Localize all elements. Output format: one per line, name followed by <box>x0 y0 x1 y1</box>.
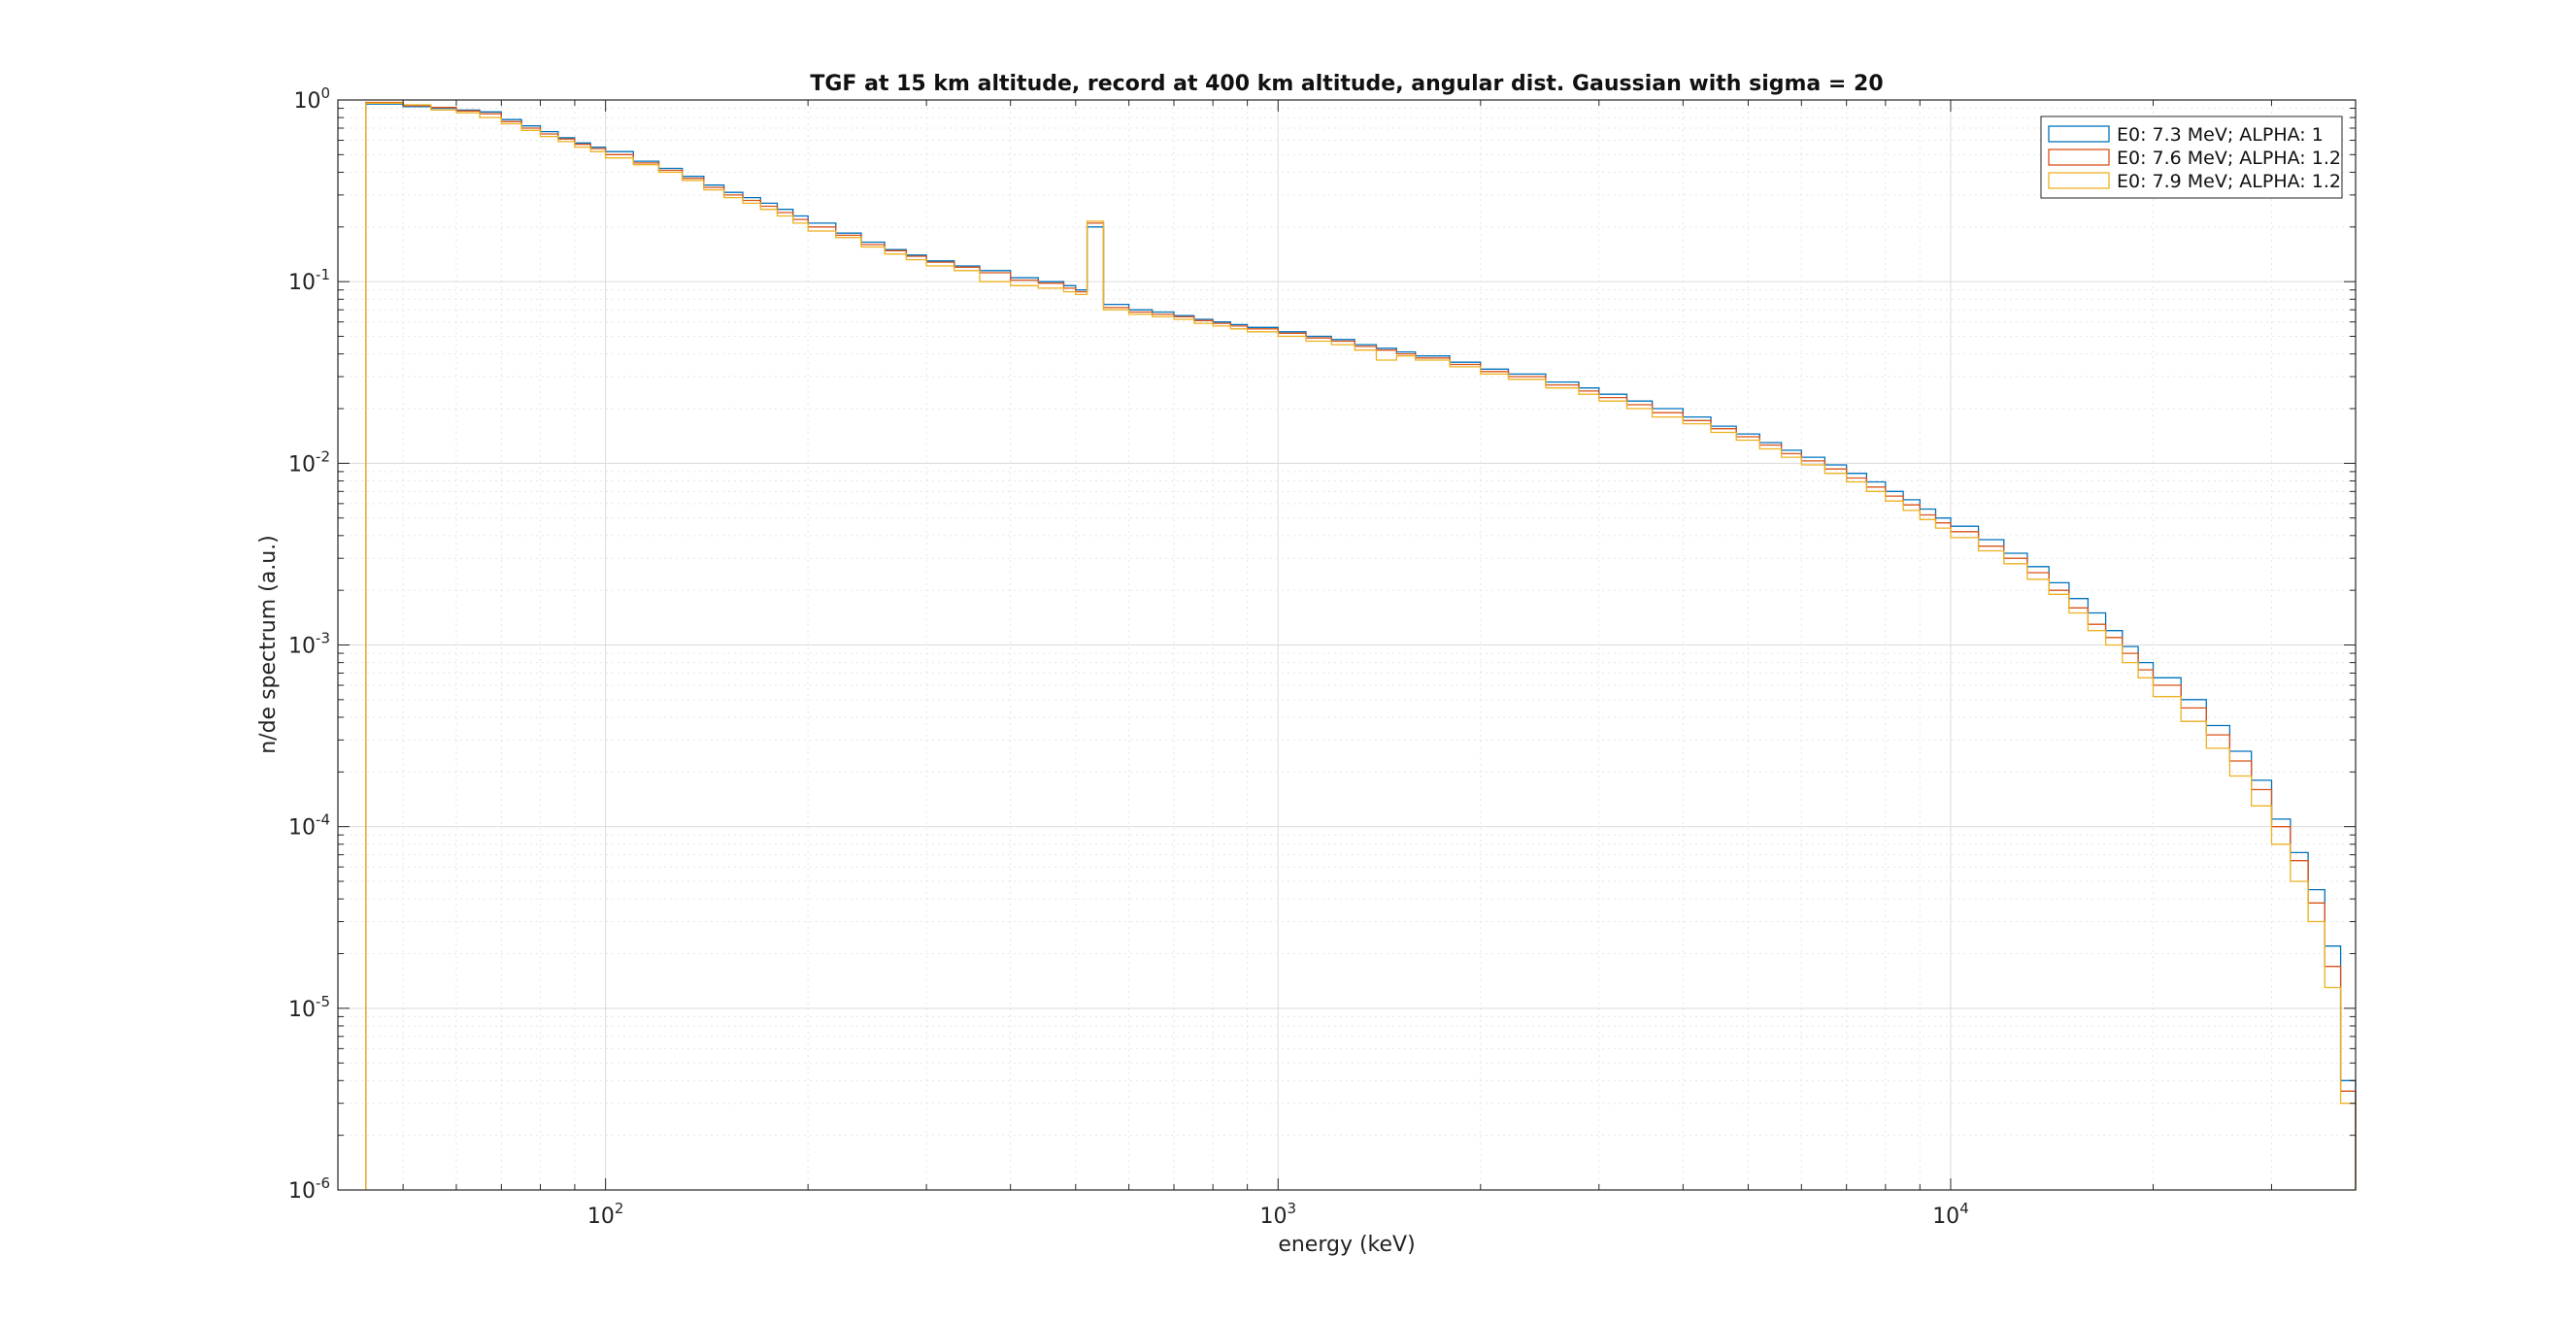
x-tick-exponent: 3 <box>1288 1200 1297 1217</box>
x-tick-exponent: 4 <box>1959 1200 1969 1217</box>
legend-swatch-1 <box>2048 125 2110 143</box>
y-tick-exponent: -4 <box>316 811 330 829</box>
series-layer <box>365 101 2357 1190</box>
y-tick-base: 10 <box>288 635 316 659</box>
y-axis-label: n/de spectrum (a.u.) <box>256 535 281 754</box>
y-tick-base: 10 <box>288 271 316 295</box>
y-tick-label: 10-3 <box>288 630 330 659</box>
y-tick-label: 100 <box>293 84 330 114</box>
x-tick-base: 10 <box>1260 1205 1288 1229</box>
x-axis-label: energy (keV) <box>1278 1233 1415 1257</box>
legend-entry-2: E0: 7.6 MeV; ALPHA: 1.2 <box>2117 148 2341 169</box>
x-tick-base: 10 <box>587 1205 615 1229</box>
y-tick-exponent: -6 <box>316 1174 330 1192</box>
y-tick-base: 10 <box>293 89 320 114</box>
x-tick-label: 103 <box>1260 1200 1297 1229</box>
legend-box <box>2040 116 2343 199</box>
x-tick-labels: 102 103 104 <box>587 1200 1969 1229</box>
y-tick-exponent: 0 <box>320 84 330 102</box>
y-tick-label: 10-4 <box>288 811 330 841</box>
y-tick-label: 10-6 <box>288 1174 330 1204</box>
ticks <box>337 99 2357 1191</box>
y-tick-exponent: -5 <box>316 993 330 1010</box>
legend-swatch-3 <box>2048 172 2110 189</box>
y-tick-label: 10-5 <box>288 993 330 1022</box>
y-tick-label: 10-1 <box>288 266 330 295</box>
y-tick-base: 10 <box>288 998 316 1022</box>
y-tick-base: 10 <box>288 816 316 841</box>
grid <box>337 99 2357 1191</box>
series-line-3 <box>365 102 2357 1190</box>
legend-entry-1: E0: 7.3 MeV; ALPHA: 1 <box>2117 124 2324 146</box>
y-tick-base: 10 <box>288 452 316 477</box>
y-tick-base: 10 <box>288 1179 316 1204</box>
y-tick-label: 10-2 <box>288 447 330 477</box>
x-tick-label: 102 <box>587 1200 624 1229</box>
y-tick-exponent: -1 <box>316 266 330 283</box>
y-tick-exponent: -2 <box>316 447 330 465</box>
chart-title: TGF at 15 km altitude, record at 400 km … <box>810 72 1883 96</box>
x-tick-exponent: 2 <box>615 1200 624 1217</box>
y-tick-exponent: -3 <box>316 630 330 647</box>
plot-area <box>337 99 2357 1191</box>
legend-entry-3: E0: 7.9 MeV; ALPHA: 1.2 <box>2117 171 2341 192</box>
legend: E0: 7.3 MeV; ALPHA: 1E0: 7.6 MeV; ALPHA:… <box>2040 116 2343 199</box>
x-tick-label: 104 <box>1932 1200 1969 1229</box>
legend-swatch-2 <box>2048 149 2110 166</box>
x-tick-base: 10 <box>1932 1205 1959 1229</box>
